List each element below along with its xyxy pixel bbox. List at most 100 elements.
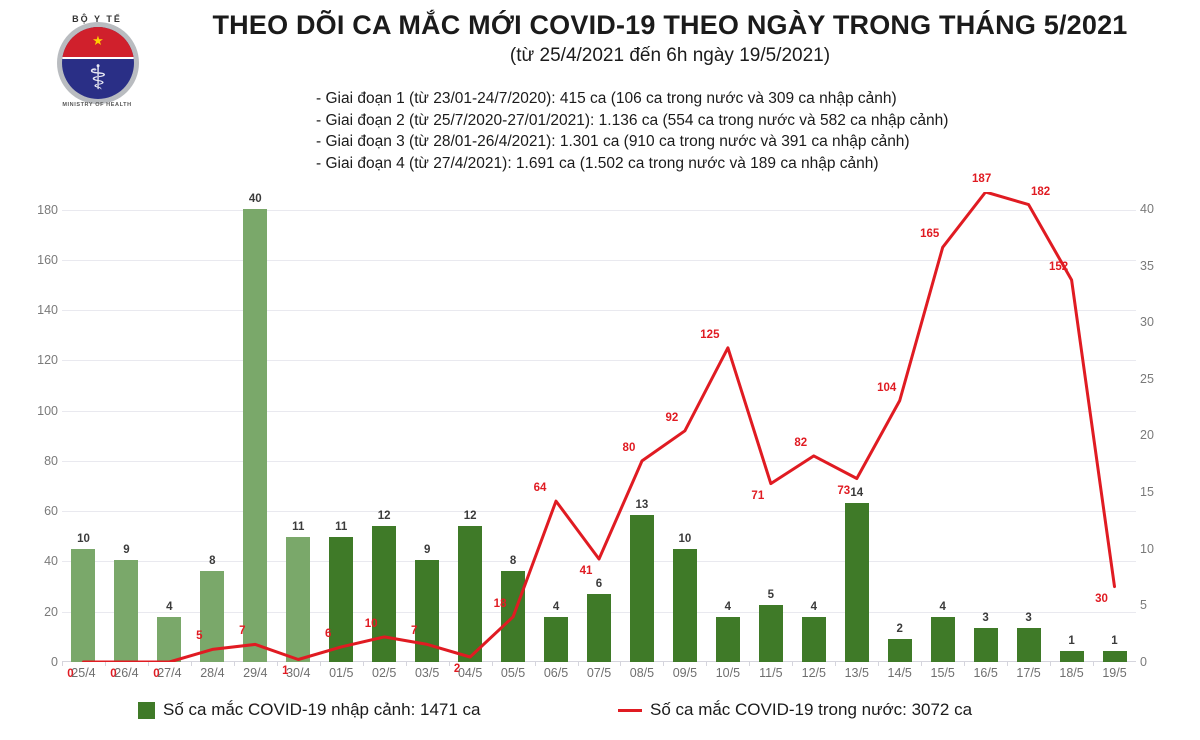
bar-column[interactable]: 9 (105, 192, 148, 662)
bar[interactable] (200, 571, 225, 662)
bar[interactable] (1016, 628, 1041, 662)
x-tick-label: 28/4 (200, 666, 225, 680)
x-tick-label: 25/4 (71, 666, 96, 680)
bar-value-label: 3 (1025, 612, 1032, 625)
bar-column[interactable]: 12 (449, 192, 492, 662)
x-tickmark (233, 662, 235, 666)
y-tick-right: 35 (1140, 258, 1154, 273)
x-tickmark (491, 662, 493, 666)
line-series: 0 0 0 5 7 1 6 10 7 2 18 64 41 80 92 125 71 82 73 104 165 187 1… (62, 173, 1136, 680)
line-value-label: 80 (622, 441, 636, 454)
logo-top-text: BỘ Y TẾ (72, 14, 122, 24)
bar-column[interactable]: 3 (964, 192, 1007, 662)
bar-column[interactable]: 4 (792, 192, 835, 662)
x-tickmark (878, 662, 880, 666)
line-value-label: 0 (153, 668, 160, 680)
bar[interactable] (715, 616, 740, 662)
bar-column[interactable]: 11 (277, 192, 320, 662)
x-tickmark (190, 662, 192, 666)
bar-value-label: 5 (767, 589, 775, 602)
x-tickmark (749, 662, 751, 666)
bar-value-label: 4 (552, 600, 560, 613)
line-value-label: 71 (751, 489, 765, 502)
ministry-of-health-logo: BỘ Y TẾ ★ ⚕ MINISTRY OF HEALTH (44, 12, 150, 114)
bar[interactable] (801, 616, 826, 662)
bar[interactable] (458, 526, 483, 662)
x-tick-label: 30/4 (286, 666, 311, 680)
bar-column[interactable]: 13 (620, 192, 663, 662)
line-value-label: 1 (282, 665, 289, 678)
y-tick-left: 120 (37, 353, 58, 368)
bar-column[interactable]: 8 (191, 192, 234, 662)
bar-column[interactable]: 11 (320, 192, 363, 662)
bar[interactable] (586, 594, 611, 662)
bar-column[interactable]: 1 (1050, 192, 1093, 662)
bar-column[interactable]: 40 (234, 192, 277, 662)
bar-column[interactable]: 4 (148, 192, 191, 662)
x-tickmark (663, 662, 665, 666)
bar-column[interactable]: 4 (706, 192, 749, 662)
bar-value-label: 9 (423, 544, 431, 557)
bar[interactable] (329, 537, 354, 662)
bar[interactable] (157, 616, 182, 662)
bar-column[interactable]: 14 (835, 192, 878, 662)
bar-column[interactable]: 3 (1007, 192, 1050, 662)
bar-value-label: 6 (595, 578, 603, 591)
phase-note-4: - Giai đoạn 4 (từ 27/4/2021): 1.691 ca (… (316, 154, 879, 172)
bar-value-label: 8 (509, 555, 517, 568)
bar-value-label: 4 (939, 600, 946, 613)
bar[interactable] (672, 548, 697, 662)
x-tick-label: 16/5 (973, 666, 998, 680)
bar-column[interactable]: 10 (62, 192, 105, 662)
bar-value-label: 12 (377, 510, 391, 523)
legend-item-imported: Số ca mắc COVID-19 nhập cảnh: 1471 ca (138, 700, 481, 720)
y-tick-left: 40 (44, 554, 58, 569)
y-tick-right: 10 (1140, 541, 1154, 556)
line-value-label: 30 (1095, 592, 1108, 605)
bar[interactable] (1102, 650, 1127, 662)
bar-column[interactable]: 4 (921, 192, 964, 662)
plot-area: 0 20 40 60 80 100 120 140 160 180 0 5 10 15 20 25 30 35 4… (0, 173, 1200, 740)
bar[interactable] (114, 560, 139, 662)
x-tick-label: 17/5 (1016, 666, 1041, 680)
bar[interactable] (887, 639, 912, 662)
legend-label-domestic: Số ca mắc COVID-19 trong nước: 3072 ca (650, 700, 973, 719)
bar[interactable] (544, 616, 569, 662)
y-tick-left: 100 (37, 403, 58, 418)
x-tickmark (1007, 662, 1009, 666)
page-title: THEO DÕI CA MẮC MỚI COVID-19 THEO NGÀY T… (212, 10, 1128, 40)
bar[interactable] (286, 537, 311, 662)
phase-note-2: - Giai đoạn 2 (từ 25/7/2020-27/01/2021):… (316, 111, 949, 129)
x-tick-label: 12/5 (801, 666, 826, 680)
line-value-label: 152 (1048, 260, 1069, 273)
x-tickmark (620, 662, 622, 666)
x-tickmark (104, 662, 106, 666)
bar[interactable] (629, 514, 654, 662)
bar[interactable] (1059, 650, 1084, 662)
bar[interactable] (930, 616, 955, 662)
bar-column[interactable]: 6 (578, 192, 621, 662)
bar-column[interactable]: 4 (535, 192, 578, 662)
line-value-label: 7 (239, 625, 246, 638)
x-tick-label: 07/5 (586, 666, 612, 680)
line-value-label: 18 (493, 597, 507, 610)
x-tickmark (147, 662, 149, 666)
line-value-label: 104 (877, 381, 897, 394)
bar[interactable] (844, 503, 869, 662)
bar-column[interactable]: 10 (663, 192, 706, 662)
bar[interactable] (71, 548, 96, 662)
bar-value-label: 8 (209, 555, 216, 568)
bar-value-label: 12 (463, 510, 477, 523)
bar-value-label: 11 (292, 521, 305, 534)
legend-item-domestic: Số ca mắc COVID-19 trong nước: 3072 ca (618, 700, 972, 720)
bar-column[interactable]: 2 (878, 192, 921, 662)
bar-column[interactable]: 5 (749, 192, 792, 662)
bar[interactable] (758, 605, 783, 662)
gridline (62, 360, 1136, 362)
bar[interactable] (243, 209, 268, 662)
bar-column[interactable]: 1 (1093, 192, 1136, 662)
y-tick-left: 60 (44, 504, 58, 519)
line-value-label: 73 (837, 484, 851, 497)
bar[interactable] (973, 628, 998, 662)
